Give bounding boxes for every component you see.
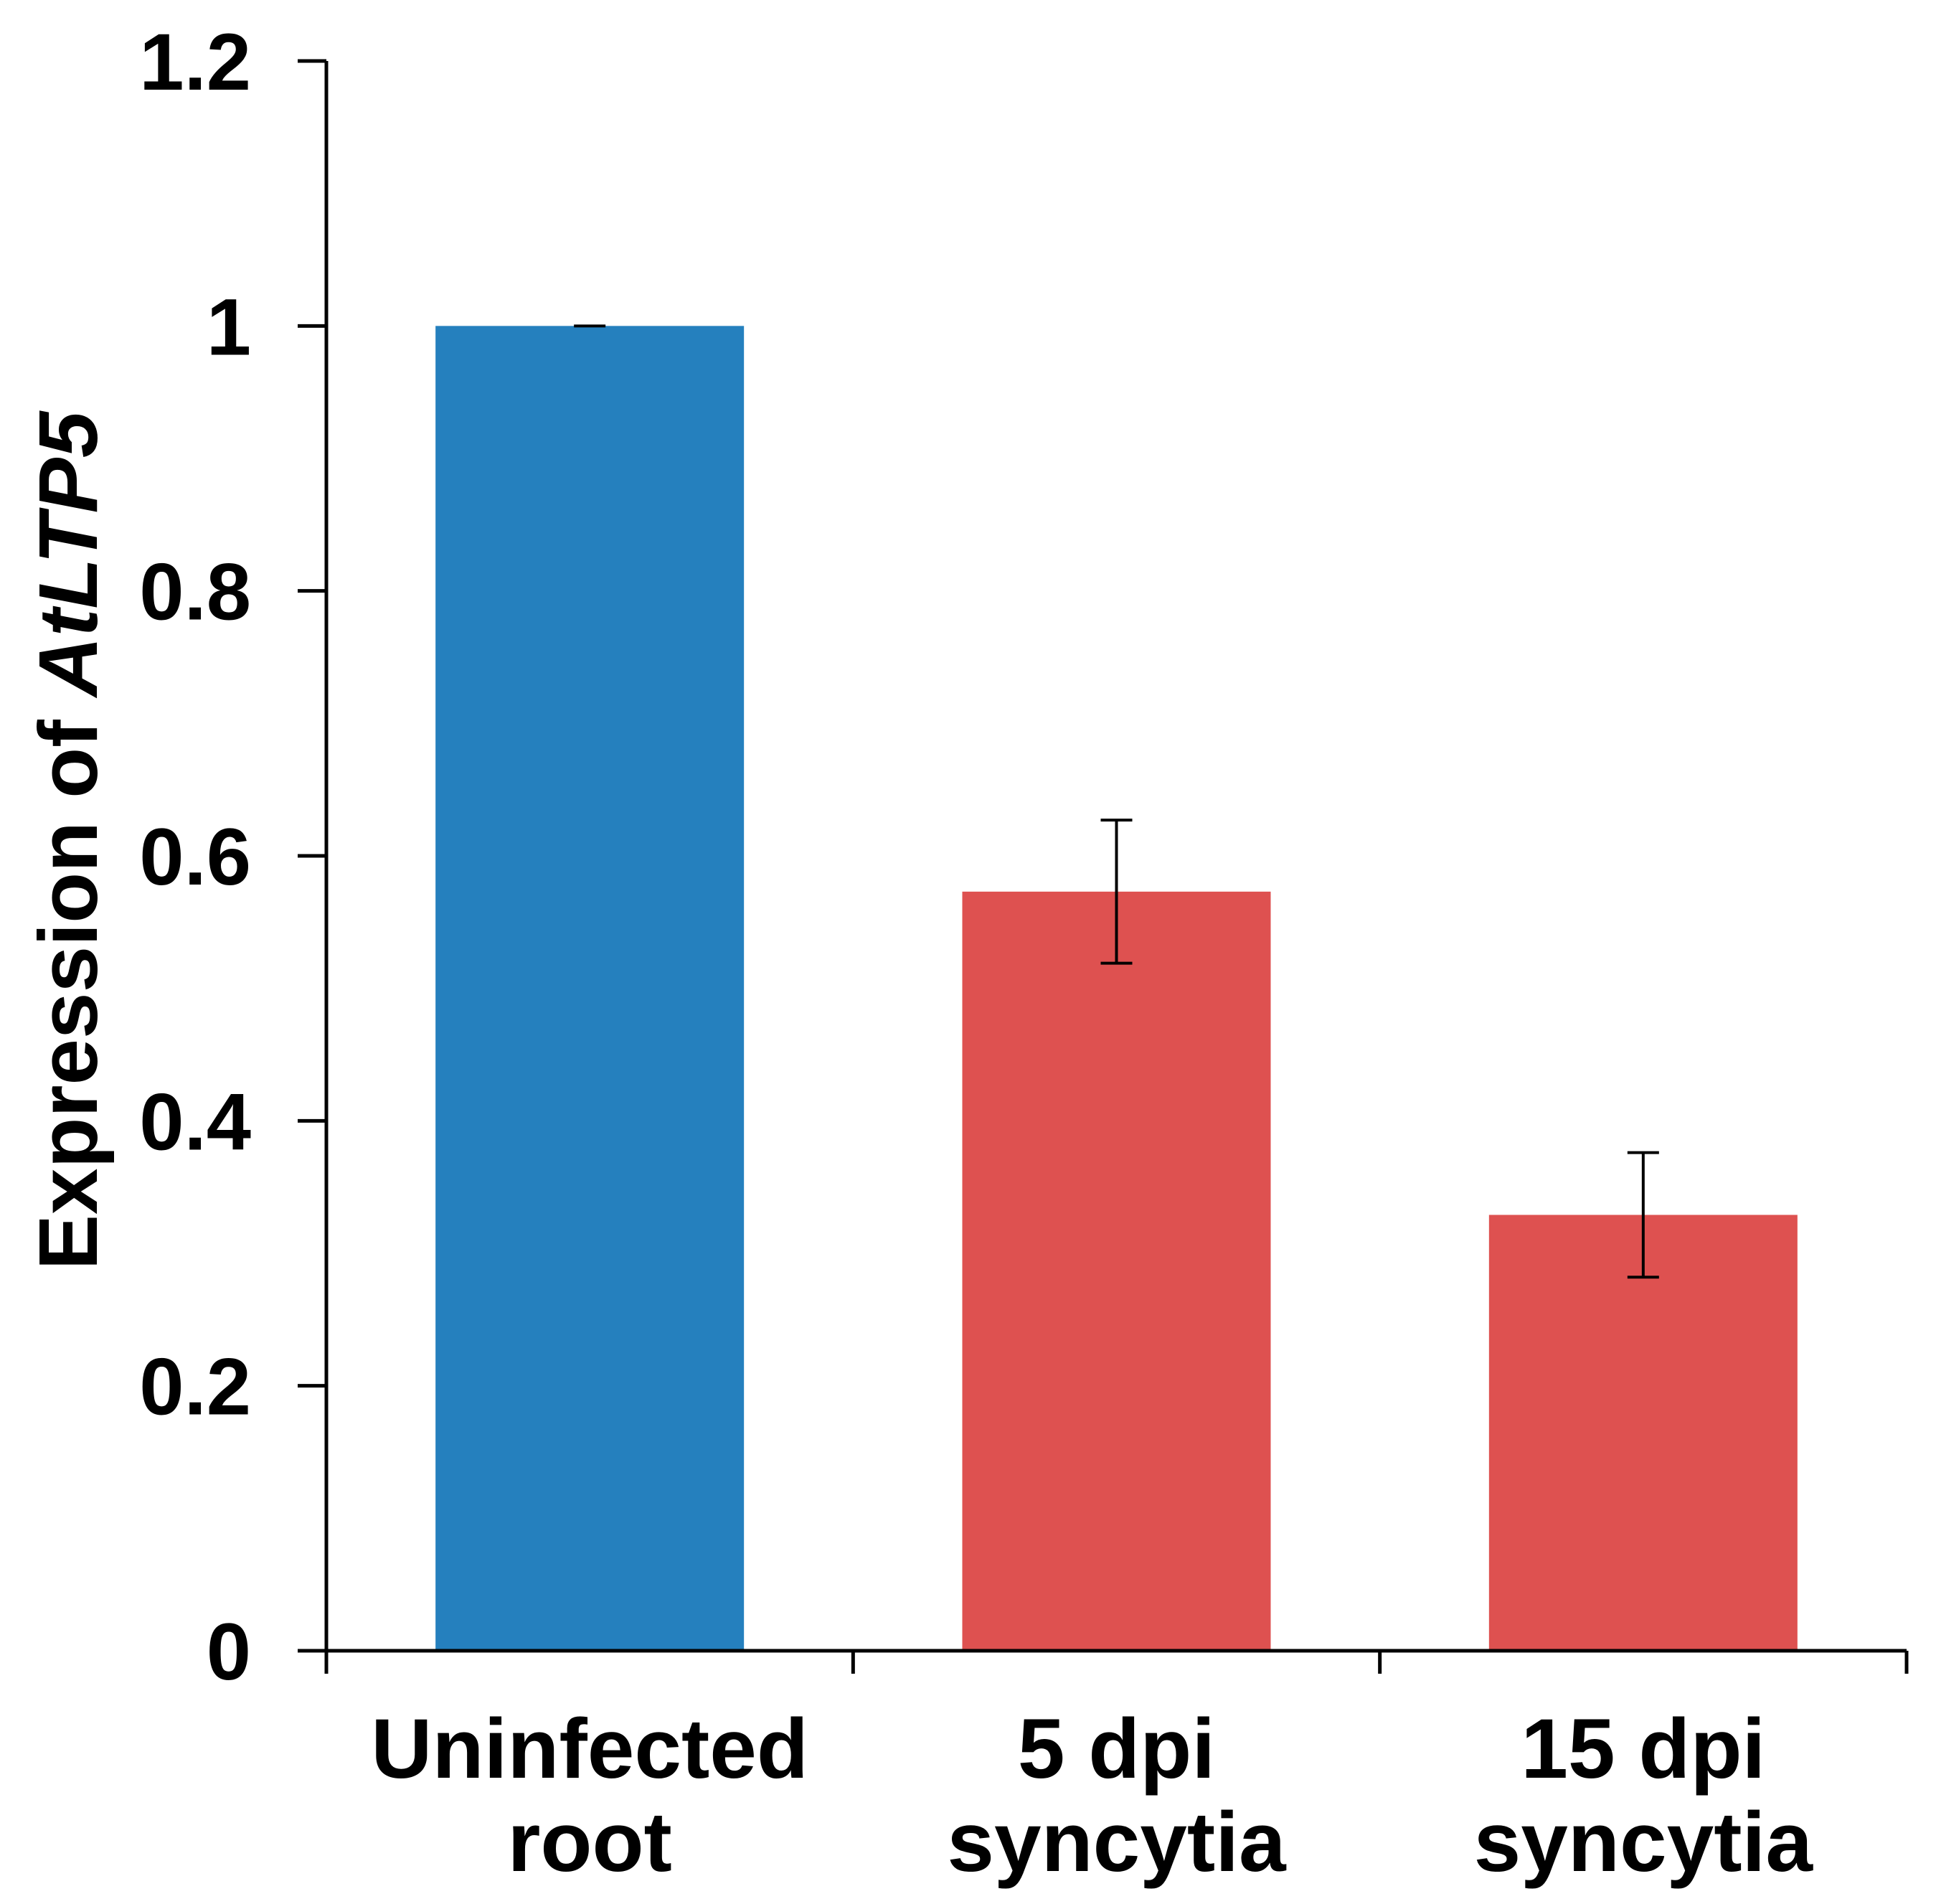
bars-group bbox=[435, 326, 1798, 1651]
y-tick-label: 0 bbox=[207, 1607, 251, 1697]
x-category-label-line1: 15 dpi bbox=[1521, 1702, 1765, 1796]
x-category-label-line1: 5 dpi bbox=[1018, 1702, 1215, 1796]
y-ticks-group: 0 0.2 0.4 0.6 0.8 1 1.2 bbox=[139, 17, 326, 1697]
error-bar-3 bbox=[1627, 1151, 1659, 1279]
y-axis-title-prefix: Expression of bbox=[22, 697, 115, 1270]
error-bars-group bbox=[574, 324, 1659, 1279]
error-bar-2 bbox=[1100, 819, 1133, 965]
y-tick-label: 0.6 bbox=[139, 812, 251, 902]
axes-group bbox=[298, 61, 1907, 1672]
y-axis-title-gene: AtLTP5 bbox=[22, 410, 115, 699]
bar-2 bbox=[962, 891, 1271, 1651]
x-category-label-line2: syncytia bbox=[947, 1795, 1287, 1890]
bar-1 bbox=[435, 326, 745, 1651]
y-tick-label: 0.2 bbox=[139, 1342, 251, 1432]
x-category-label-line2: syncytia bbox=[1474, 1795, 1814, 1890]
y-tick-label: 1.2 bbox=[139, 17, 251, 107]
bar-3 bbox=[1488, 1215, 1798, 1651]
x-category-label-line2: root bbox=[507, 1795, 671, 1890]
y-tick-label: 1 bbox=[207, 282, 251, 372]
y-tick-label: 0.4 bbox=[139, 1077, 251, 1167]
y-axis-title: Expression of AtLTP5 bbox=[22, 410, 115, 1270]
y-tick-label: 0.8 bbox=[139, 547, 251, 637]
x-category-label-line1: Uninfected bbox=[371, 1702, 808, 1796]
